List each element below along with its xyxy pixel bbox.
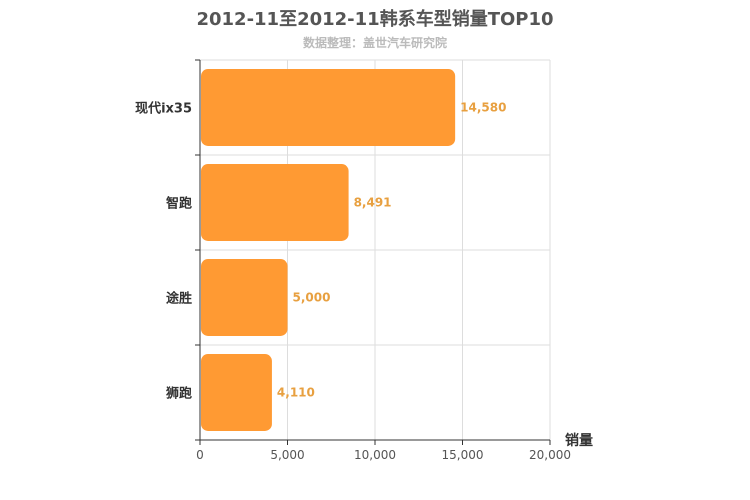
axis-layer — [195, 59, 551, 445]
category-label-1: 现代ix35 — [135, 101, 192, 117]
x-tick-label-0: 0 — [196, 448, 204, 462]
bar-3 — [201, 259, 288, 336]
label-layer: 14,580 现代ix35 8,491 智跑 5,000 途胜 4,110 狮跑 0 5,000 1… — [135, 101, 571, 463]
bar-layer — [201, 69, 456, 431]
chart-subtitle: 数据整理：盖世汽车研究院 — [302, 36, 447, 50]
bar-2 — [201, 164, 349, 241]
x-axis-title: 销量 — [565, 432, 593, 449]
x-tick-label-2: 10,000 — [354, 448, 396, 462]
value-label-3: 5,000 — [293, 291, 331, 305]
x-tick-label-4: 20,000 — [529, 448, 571, 462]
bar-4 — [201, 354, 272, 431]
value-label-1: 14,580 — [460, 101, 506, 115]
value-label-2: 8,491 — [354, 196, 392, 210]
category-label-4: 狮跑 — [165, 386, 192, 402]
category-label-2: 智跑 — [166, 196, 192, 212]
chart-title: 2012-11至2012-11韩系车型销量TOP10 — [196, 9, 554, 30]
category-label-3: 途胜 — [166, 291, 192, 307]
x-tick-label-3: 15,000 — [442, 448, 484, 462]
x-tick-label-1: 5,000 — [270, 448, 304, 462]
bar-1 — [201, 69, 456, 146]
value-label-4: 4,110 — [277, 386, 315, 400]
